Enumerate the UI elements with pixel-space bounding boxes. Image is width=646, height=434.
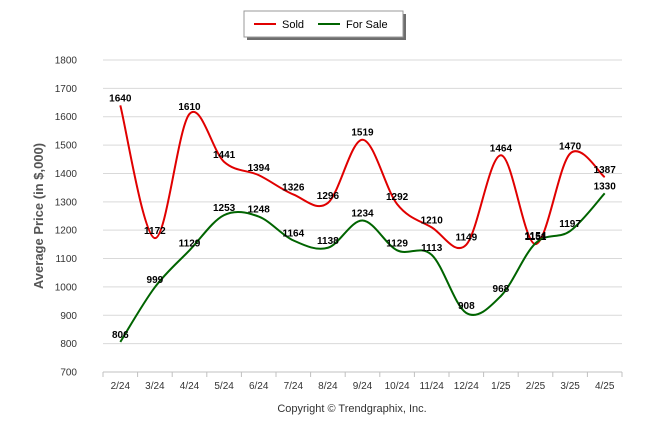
series-line-sold [119, 105, 606, 249]
x-tick-label: 6/24 [249, 381, 269, 392]
y-tick-label: 1800 [55, 56, 78, 67]
x-tick-label: 9/24 [353, 381, 373, 392]
data-label: 1640 [109, 93, 132, 104]
y-tick-label: 800 [60, 339, 77, 350]
data-label: 1330 [594, 181, 617, 192]
data-label: 1154 [525, 231, 547, 242]
data-label: 1172 [144, 226, 166, 237]
data-label: 1248 [248, 205, 271, 216]
data-label: 1210 [421, 215, 444, 226]
x-axis-ticks: 2/24 3/24 4/24 5/24 6/24 7/24 8/24 9/24 10/24 11/… [102, 372, 623, 392]
data-label: 999 [147, 275, 164, 286]
grid-lines [103, 59, 622, 373]
x-tick-label: 3/24 [145, 381, 165, 392]
x-tick-label: 10/24 [385, 381, 410, 392]
x-tick-label: 2/24 [111, 381, 131, 392]
y-tick-label: 1600 [55, 112, 78, 123]
data-label: 1164 [282, 228, 304, 239]
copyright-text: Copyright © Trendgraphix, Inc. [277, 403, 426, 415]
data-label: 1113 [421, 243, 443, 254]
data-label: 908 [458, 301, 475, 312]
data-label: 1129 [386, 238, 408, 249]
x-tick-label: 5/24 [214, 381, 234, 392]
y-axis-ticks: 700 800 900 1000 1100 1200 1300 1400 1500 1600 170… [55, 56, 78, 379]
x-tick-label: 11/24 [420, 381, 445, 392]
x-tick-label: 12/24 [454, 381, 479, 392]
data-label: 1253 [213, 203, 236, 214]
legend-label: For Sale [346, 19, 388, 31]
x-tick-label: 2/25 [526, 381, 546, 392]
data-label: 1326 [282, 182, 305, 193]
data-labels: 1640 1172 1610 1441 1394 1326 1296 1519 1292 1210… [109, 93, 616, 341]
data-label: 1610 [178, 102, 201, 113]
x-tick-label: 7/24 [284, 381, 304, 392]
data-label: 1519 [351, 128, 374, 139]
y-tick-label: 1400 [55, 169, 78, 180]
legend: Sold For Sale [243, 10, 406, 40]
y-axis-title: Average Price (in $,000) [31, 143, 46, 289]
x-tick-label: 1/25 [491, 381, 511, 392]
data-label: 1234 [351, 209, 374, 220]
data-label: 1151 [525, 232, 547, 243]
y-tick-label: 1300 [55, 197, 78, 208]
data-label: 968 [493, 284, 510, 295]
legend-label: Sold [282, 19, 304, 31]
y-tick-label: 1500 [55, 141, 78, 152]
data-label: 1464 [490, 143, 513, 154]
x-tick-label: 3/25 [560, 381, 580, 392]
y-tick-label: 1000 [55, 282, 78, 293]
data-label: 1149 [455, 233, 477, 244]
data-label: 1387 [594, 165, 617, 176]
y-tick-label: 1100 [55, 254, 77, 265]
data-label: 1296 [317, 191, 340, 202]
data-label: 1129 [179, 238, 201, 249]
x-tick-label: 4/25 [595, 381, 615, 392]
x-tick-label: 4/24 [180, 381, 200, 392]
data-label: 1394 [248, 163, 271, 174]
y-tick-label: 1200 [55, 226, 78, 237]
data-label: 806 [112, 330, 129, 341]
y-tick-label: 1700 [55, 84, 78, 95]
y-tick-label: 700 [60, 368, 77, 379]
data-label: 1292 [386, 192, 409, 203]
data-label: 1138 [317, 236, 339, 247]
x-tick-label: 8/24 [318, 381, 338, 392]
data-label: 1197 [559, 219, 581, 230]
data-label: 1470 [559, 142, 582, 153]
y-tick-label: 900 [60, 311, 77, 322]
series-lines [119, 105, 606, 343]
data-label: 1441 [213, 150, 236, 161]
series-line-for-sale [119, 192, 606, 343]
